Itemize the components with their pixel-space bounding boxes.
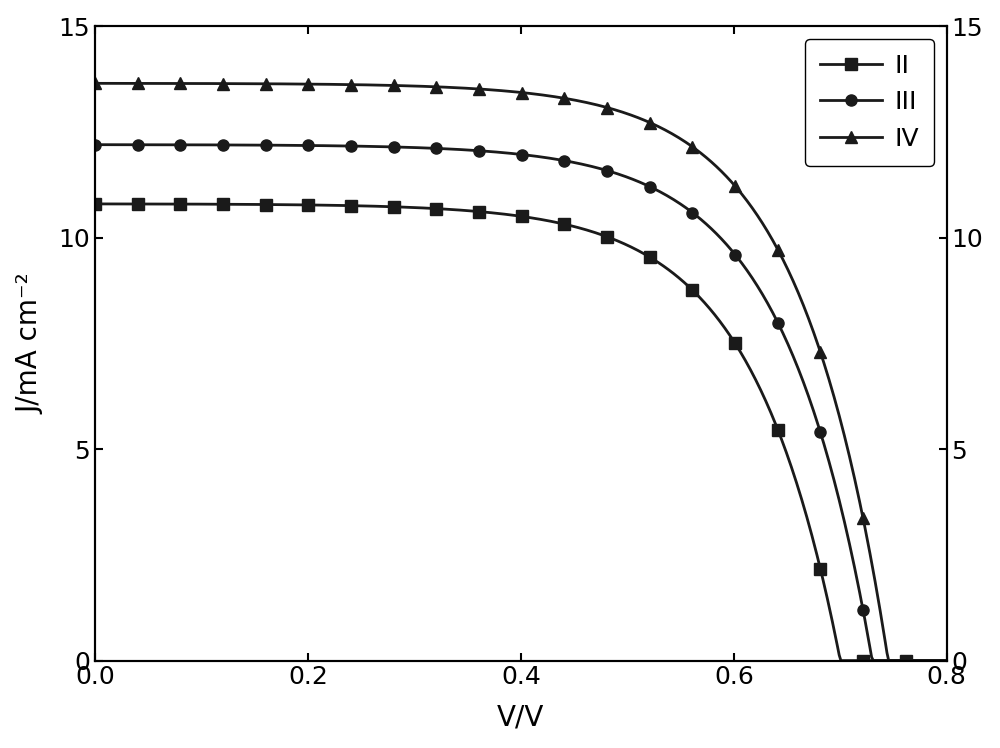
II (499, 209, 511, 218)
II (596, 230, 608, 239)
III (494, 148, 506, 157)
IV (494, 86, 506, 95)
IV (883, 656, 895, 665)
IV (941, 656, 953, 665)
II (922, 656, 934, 665)
III (941, 656, 953, 665)
II (89, 200, 101, 209)
II (941, 656, 953, 665)
III (550, 155, 562, 164)
II (550, 218, 562, 227)
X-axis label: V/V: V/V (497, 703, 545, 732)
II (494, 209, 506, 218)
Line: II: II (90, 198, 952, 666)
III (499, 148, 511, 157)
Y-axis label: J/mA cm⁻²: J/mA cm⁻² (17, 273, 45, 414)
IV (550, 93, 562, 102)
III (89, 140, 101, 149)
II (787, 468, 799, 476)
Legend: II, III, IV: II, III, IV (805, 39, 934, 165)
III (922, 656, 934, 665)
IV (499, 87, 511, 96)
III (787, 352, 799, 361)
IV (596, 102, 608, 111)
IV (787, 277, 799, 286)
III (867, 656, 879, 665)
Line: IV: IV (90, 78, 952, 666)
Line: III: III (90, 139, 952, 666)
III (596, 165, 608, 174)
II (835, 656, 847, 665)
IV (922, 656, 934, 665)
IV (89, 79, 101, 88)
